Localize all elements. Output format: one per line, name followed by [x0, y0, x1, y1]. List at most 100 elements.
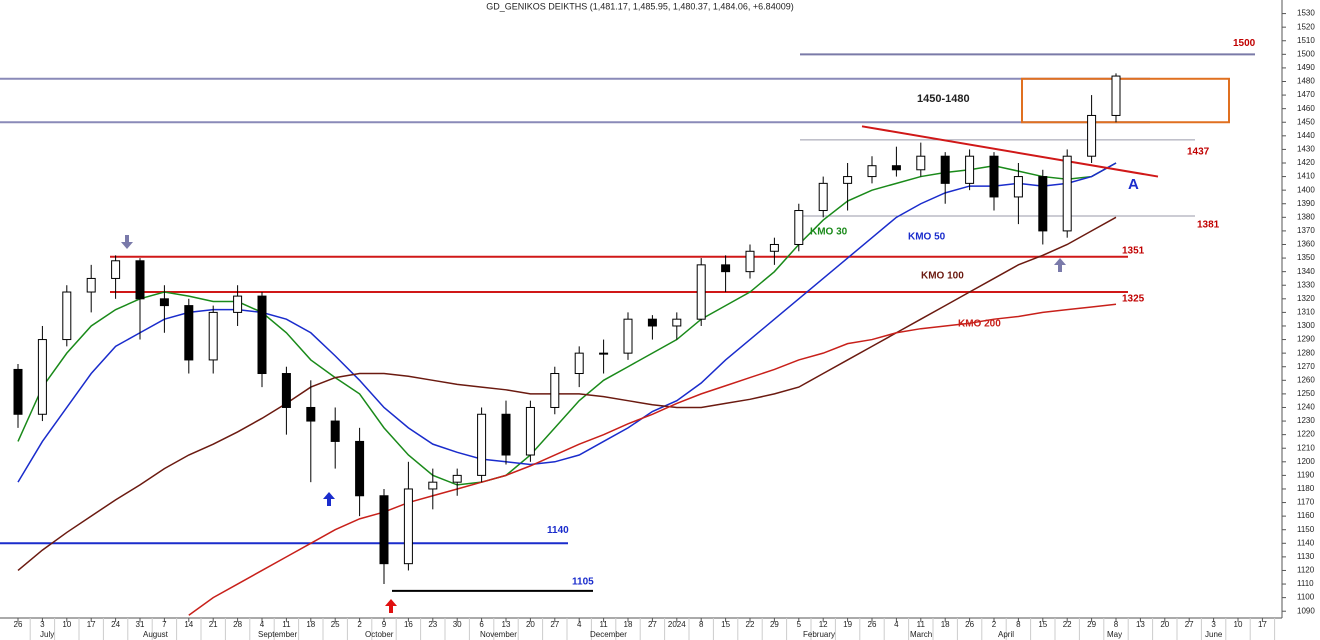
x-tick-label: 8 [1016, 620, 1021, 629]
x-tick-label: 3 [1211, 620, 1216, 629]
x-tick-label: 26 [965, 620, 974, 629]
y-tick-label: 1130 [1297, 552, 1315, 561]
chart-title: GD_GENIKOS DEIKTHS (1,481.17, 1,485.95, … [486, 1, 793, 11]
candle-body [867, 165, 877, 178]
month-label: March [910, 630, 932, 639]
candle-body [574, 352, 584, 375]
x-tick-label: 11 [599, 620, 608, 629]
candle-body [86, 277, 96, 293]
candle-body [257, 295, 267, 375]
x-tick-label: 20 [1160, 620, 1169, 629]
x-tick-label: 24 [111, 620, 120, 629]
x-tick-label: 18 [624, 620, 633, 629]
y-tick-label: 1490 [1297, 63, 1315, 72]
x-tick-label: 18 [941, 620, 950, 629]
arrow [121, 235, 133, 249]
x-tick-label: 14 [184, 620, 193, 629]
candle-body [501, 413, 511, 456]
y-tick-label: 1520 [1297, 22, 1315, 31]
y-tick-label: 1150 [1297, 525, 1315, 534]
y-tick-label: 1270 [1297, 362, 1315, 371]
y-tick-label: 1400 [1297, 185, 1315, 194]
candle-body [159, 298, 169, 307]
y-tick-label: 1140 [1297, 538, 1315, 547]
target-box [1021, 77, 1230, 124]
level-label: 1381 [1197, 220, 1220, 231]
x-tick-label: 17 [1258, 620, 1267, 629]
x-tick-label: 17 [87, 620, 96, 629]
x-tick-label: 15 [721, 620, 730, 629]
month-label: April [998, 630, 1014, 639]
x-tick-label: 26 [14, 620, 23, 629]
arrow [323, 492, 335, 506]
x-tick-label: 16 [404, 620, 413, 629]
trendline [861, 125, 1159, 178]
candle-body [623, 318, 633, 354]
candle-body [1111, 75, 1121, 116]
x-tick-label: 25 [331, 620, 340, 629]
candle-body [794, 210, 804, 245]
y-tick-label: 1310 [1297, 308, 1315, 317]
annotation: A [1128, 176, 1139, 193]
y-tick-label: 1160 [1297, 511, 1315, 520]
x-tick-label: 10 [62, 620, 71, 629]
y-tick-label: 1470 [1297, 90, 1315, 99]
y-tick-label: 1230 [1297, 416, 1315, 425]
y-tick-label: 1210 [1297, 443, 1315, 452]
month-label: November [480, 630, 517, 639]
x-tick-label: 22 [1063, 620, 1072, 629]
candle-body [135, 260, 145, 300]
x-tick-label: 2 [992, 620, 997, 629]
x-tick-label: 11 [917, 620, 926, 629]
candle-body [184, 305, 194, 361]
candle-body [599, 352, 609, 355]
x-tick-label: 6 [479, 620, 484, 629]
x-tick-label: 15 [1038, 620, 1047, 629]
x-tick-label: 26 [868, 620, 877, 629]
y-tick-label: 1450 [1297, 117, 1315, 126]
level-label: 1437 [1187, 147, 1210, 158]
moving-average [17, 216, 1117, 572]
x-tick-label: 12 [819, 620, 828, 629]
moving-average [188, 303, 1117, 616]
moving-average [17, 162, 1117, 483]
level-label: 1325 [1122, 294, 1145, 305]
ma-label: KMO 30 [810, 227, 848, 238]
x-tick-label: 13 [502, 620, 511, 629]
y-tick-label: 1500 [1297, 49, 1315, 58]
candle-body [891, 165, 901, 171]
x-tick-label: 27 [550, 620, 559, 629]
arrow [1054, 258, 1066, 272]
x-tick-label: 31 [136, 620, 145, 629]
candle-body [1062, 155, 1072, 232]
y-tick-label: 1170 [1297, 498, 1315, 507]
candle-body [477, 413, 487, 476]
y-tick-label: 1390 [1297, 199, 1315, 208]
y-tick-label: 1250 [1297, 389, 1315, 398]
candle-body [233, 295, 243, 313]
x-tick-label: 19 [843, 620, 852, 629]
y-tick-label: 1380 [1297, 212, 1315, 221]
candle-body [940, 155, 950, 184]
y-tick-label: 1260 [1297, 375, 1315, 384]
level-label: 1351 [1122, 245, 1145, 256]
x-tick-label: 2024 [668, 620, 686, 629]
candle-body [62, 291, 72, 341]
candle-body [965, 155, 975, 184]
candle-body [696, 264, 706, 320]
candle-body [37, 339, 47, 415]
candle-body [1038, 176, 1048, 232]
level-label: 1105 [572, 576, 594, 587]
x-tick-label: 3 [40, 620, 45, 629]
x-tick-label: 2 [357, 620, 362, 629]
y-tick-label: 1190 [1297, 470, 1315, 479]
month-label: September [258, 630, 297, 639]
candle-body [1087, 114, 1097, 157]
candle-body [769, 243, 779, 252]
moving-average [17, 162, 1117, 486]
x-tick-label: 8 [1114, 620, 1119, 629]
candle-body [1013, 176, 1023, 198]
y-tick-label: 1530 [1297, 9, 1315, 18]
y-tick-label: 1300 [1297, 321, 1315, 330]
